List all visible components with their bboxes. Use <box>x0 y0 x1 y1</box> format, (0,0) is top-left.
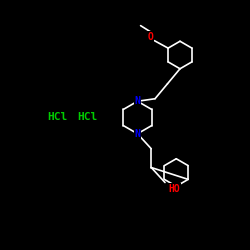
Text: O: O <box>148 32 154 42</box>
Text: HO: HO <box>169 184 180 194</box>
Text: HCl: HCl <box>78 112 98 122</box>
Text: N: N <box>134 96 140 106</box>
Text: HCl: HCl <box>47 112 68 122</box>
Text: N: N <box>134 129 140 139</box>
